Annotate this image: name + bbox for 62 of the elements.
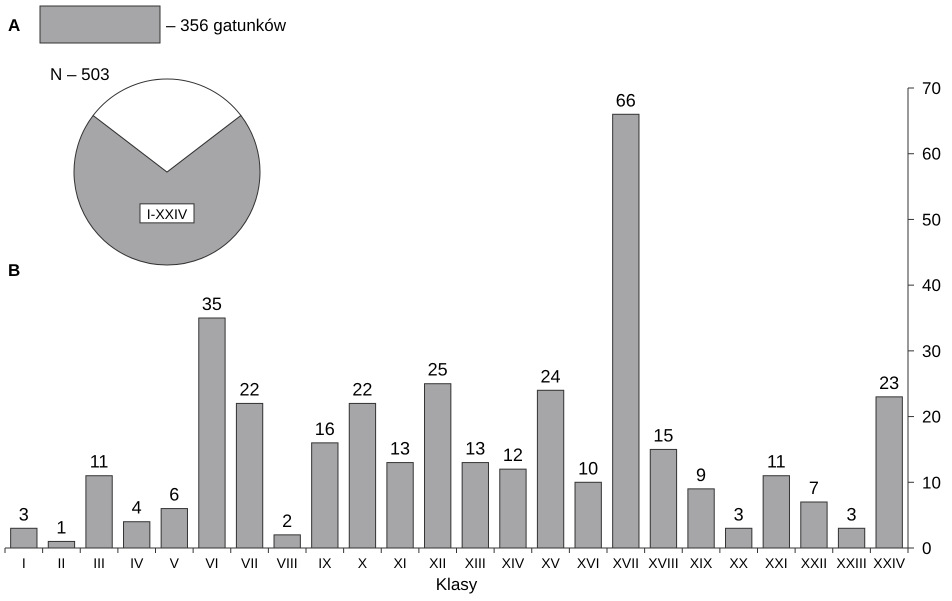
text: – 356 gatunków (166, 16, 287, 35)
data-label: 3 (846, 504, 857, 524)
x-tick-label: II (58, 555, 66, 571)
text: A (8, 16, 20, 35)
data-label: 24 (540, 366, 561, 386)
y-tick-label: 30 (922, 342, 941, 361)
data-label: 12 (502, 445, 523, 466)
data-label: 22 (240, 379, 260, 400)
x-tick-label: VI (205, 555, 219, 571)
x-tick-label: XIV (502, 555, 525, 571)
y-tick-label: 70 (922, 79, 941, 98)
annotation: B (8, 261, 20, 280)
x-tick-label: XI (393, 555, 407, 571)
y-tick-label: 60 (922, 144, 941, 164)
x-tick-label: X (358, 555, 368, 571)
x-tick-label: VIII (276, 555, 298, 571)
x-tick-label: XIX (690, 555, 713, 571)
data-label: 3 (18, 504, 29, 524)
y-tick-label: 40 (922, 276, 941, 296)
data-label: 6 (169, 484, 180, 505)
x-tick-label: XII (429, 555, 446, 571)
data-label: 2 (282, 510, 292, 531)
data-label: 15 (653, 425, 674, 446)
x-axis-title: Klasy (436, 575, 478, 594)
x-tick-label: IV (130, 555, 144, 571)
x-tick-label: XX (729, 555, 749, 571)
data-label: 9 (696, 464, 706, 485)
x-tick-label: XVIII (648, 555, 679, 571)
data-label: 35 (202, 294, 222, 314)
data-label: 23 (879, 372, 900, 393)
x-tick-label: XVII (612, 555, 640, 571)
x-tick-label: XXIII (836, 555, 867, 571)
y-tick-label: 20 (922, 408, 941, 427)
x-tick-label: III (93, 555, 105, 571)
data-label: 25 (428, 360, 448, 380)
data-label: 11 (766, 452, 786, 472)
x-tick-label: XIII (464, 555, 486, 571)
y-tick-label: 0 (922, 539, 932, 558)
data-label: 3 (734, 504, 744, 524)
x-tick-label: XXII (800, 555, 828, 571)
x-tick-label: XV (541, 555, 561, 571)
data-label: 13 (465, 438, 486, 459)
x-tick-label: V (170, 555, 180, 571)
slice-label: I-XXIV (146, 206, 188, 222)
data-label: 1 (56, 517, 66, 538)
y-tick-label: 50 (922, 210, 941, 230)
x-tick-label: XXIV (873, 555, 906, 571)
x-tick-label: XXI (765, 555, 788, 571)
data-label: 4 (132, 498, 142, 518)
x-tick-label: I (22, 555, 26, 571)
data-label: 16 (314, 418, 335, 439)
x-tick-label: IX (318, 555, 332, 571)
data-label: 10 (578, 458, 598, 478)
x-tick-label: VII (241, 555, 258, 571)
y-tick-label: 10 (922, 473, 941, 492)
x-tick-label: XVI (576, 555, 600, 571)
chart-title: N – 503 (50, 65, 110, 84)
data-label: 11 (90, 452, 108, 472)
data-label: 13 (390, 438, 410, 459)
data-label: 7 (808, 478, 819, 498)
data-label: 66 (616, 90, 636, 110)
data-label: 22 (352, 379, 372, 400)
